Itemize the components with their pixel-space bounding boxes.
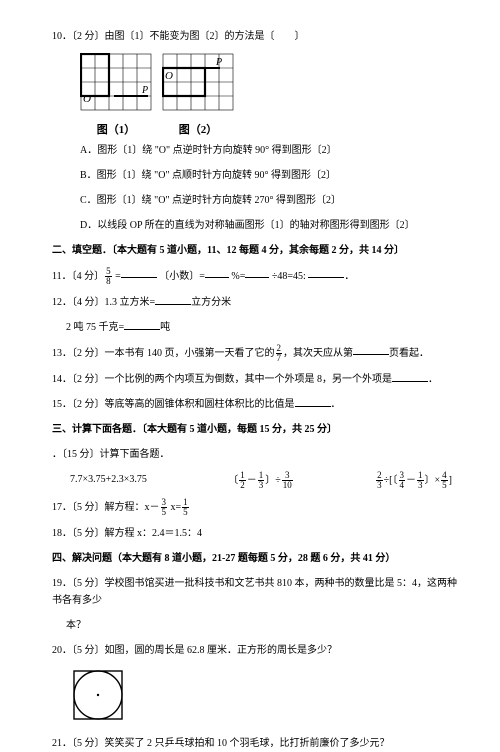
q15-a: 15．〔2 分〕等底等高的圆锥体积和圆柱体积比的比值是: [52, 399, 295, 410]
q12-l1: 12．〔4 分〕1.3 立方米= 立方分米: [52, 294, 458, 311]
q11-e: ．: [344, 270, 354, 281]
figure-1: O P 图（1）: [80, 53, 152, 140]
section-3-heading: 三、计算下面各题．〔本大题有 5 道小题，每题 15 分，共 25 分〕: [52, 421, 458, 438]
svg-text:P: P: [141, 85, 148, 96]
circle-in-square-svg: [70, 667, 126, 723]
q10-stem: 10．〔2 分〕由图〔1〕不能变为图〔2〕的方法是〔 〕: [52, 28, 458, 45]
figure-2-svg: O P: [162, 53, 234, 120]
q19-b: 本？: [52, 617, 458, 634]
q11-pre: 11．〔4 分〕: [52, 270, 104, 281]
frac-5-8: 58: [105, 267, 112, 286]
q16-head: ．〔15 分〕计算下面各题．: [52, 446, 458, 463]
q13-c: 页看起．: [389, 347, 429, 358]
q10-figures: O P 图（1） O P 图（2）: [52, 53, 458, 140]
blank: [155, 295, 191, 305]
q21: 21．〔5 分〕笑笑买了 2 只乒乓球拍和 10 个羽毛球，比打折前廉价了多少元…: [52, 735, 458, 752]
q10-optD: D．以线段 OP 所在的直线为对称轴画图形〔1〕的轴对称图形得到图形〔2〕: [52, 217, 458, 234]
q11-d: ÷48=45:: [272, 270, 306, 281]
figure-2-caption: 图（2）: [179, 121, 218, 140]
frac-2-7: 27: [276, 344, 283, 363]
q18: 18．〔5 分〕解方程 x：2.4＝1.5：4: [52, 525, 458, 542]
q15-b: ．: [331, 399, 341, 410]
q12-l2a: 2 吨 75 千克=: [66, 322, 124, 333]
figure-1-caption: 图（1）: [97, 121, 136, 140]
q10-optB: B．图形〔1〕绕 "O" 点顺时针方向旋转 90° 得到图形〔2〕: [52, 167, 458, 184]
q10-optA: A．图形〔1〕绕 "O" 点逆时针方向旋转 90° 得到图形〔2〕: [52, 142, 458, 159]
blank: [392, 372, 428, 382]
q16-ex3: 23÷[〔34－13〕×45]: [375, 471, 452, 490]
q12-l2b: 吨: [160, 322, 170, 333]
figure-2: O P 图（2）: [162, 53, 234, 140]
q16-ex1: 7.7×3.75+2.3×3.75: [70, 471, 147, 490]
q11-b: 〔小数〕=: [159, 270, 205, 281]
blank: [308, 268, 344, 278]
section-2-heading: 二、填空题．〔本大题有 5 道小题，11、12 每题 4 分，其余每题 2 分，…: [52, 242, 458, 259]
q19-a: 19．〔5 分〕学校图书馆买进一批科技书和文艺书共 810 本，两种书的数量比是…: [52, 575, 458, 609]
svg-text:P: P: [215, 57, 222, 68]
q13: 13．〔2 分〕一本书有 140 页，小强第一天看了它的27，其次天应从第 页看起…: [52, 344, 458, 363]
q14-b: ．: [428, 374, 438, 385]
q17: 17．〔5 分〕解方程：x－35 x=15: [52, 498, 458, 517]
q12-l1b: 立方分米: [191, 297, 231, 308]
q10-optC: C．图形〔1〕绕 "O" 点逆时针方向旋转 270° 得到图形〔2〕: [52, 192, 458, 209]
q11: 11．〔4 分〕58 = 〔小数〕= %= ÷48=45: ．: [52, 267, 458, 286]
svg-text:O: O: [83, 93, 91, 105]
section-4-heading: 四、解决问题（本大题有 8 道小题，21-27 题每题 5 分，28 题 6 分…: [52, 550, 458, 567]
q20-figure: [52, 667, 458, 729]
blank: [205, 268, 229, 278]
blank: [124, 320, 160, 330]
blank: [245, 268, 269, 278]
q16-ex2: 〔12－13〕÷310: [228, 471, 294, 490]
frac-3-5: 35: [161, 498, 168, 517]
blank: [295, 397, 331, 407]
q17-a: 17．〔5 分〕解方程：x－: [52, 501, 160, 512]
q16-row: 7.7×3.75+2.3×3.75 〔12－13〕÷310 23÷[〔34－13…: [52, 471, 458, 490]
blank: [353, 345, 389, 355]
q13-a: 13．〔2 分〕一本书有 140 页，小强第一天看了它的: [52, 347, 275, 358]
q12-l2: 2 吨 75 千克= 吨: [52, 319, 458, 336]
q20: 20．〔5 分〕如图，圆的周长是 62.8 厘米．正方形的周长是多少？: [52, 642, 458, 659]
figure-1-svg: O P: [80, 53, 152, 120]
frac-1-5: 15: [182, 498, 189, 517]
svg-text:O: O: [165, 70, 173, 82]
q13-b: ，其次天应从第: [283, 347, 353, 358]
q14-a: 14．〔2 分〕一个比例的两个内项互为倒数，其中一个外项是 8，另一个外项是: [52, 374, 392, 385]
q15: 15．〔2 分〕等底等高的圆锥体积和圆柱体积比的比值是 ．: [52, 396, 458, 413]
q14: 14．〔2 分〕一个比例的两个内项互为倒数，其中一个外项是 8，另一个外项是 ．: [52, 371, 458, 388]
q11-c: %=: [231, 270, 245, 281]
q12-l1a: 12．〔4 分〕1.3 立方米=: [52, 297, 155, 308]
blank: [121, 268, 157, 278]
